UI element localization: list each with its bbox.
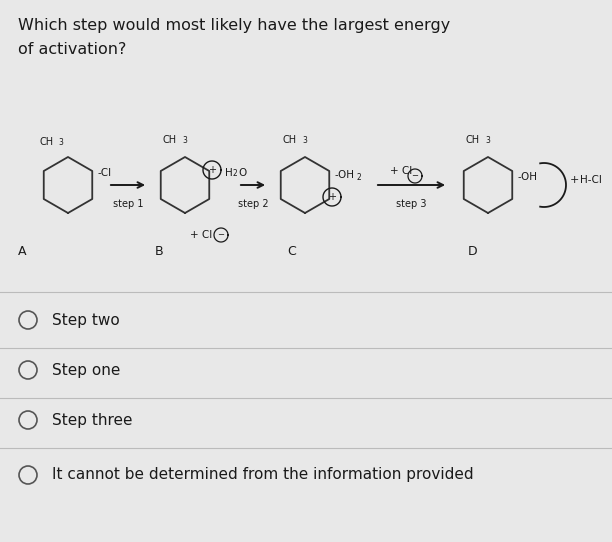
Text: 2: 2 <box>233 169 237 177</box>
Text: CH: CH <box>466 135 480 145</box>
Text: B: B <box>155 245 163 258</box>
Text: −: − <box>217 230 225 240</box>
Text: 3: 3 <box>485 136 490 145</box>
Text: 3: 3 <box>58 138 63 147</box>
Text: −: − <box>411 171 419 180</box>
Text: Step two: Step two <box>52 313 120 327</box>
Text: A: A <box>18 245 26 258</box>
Text: + Cl: + Cl <box>190 230 212 240</box>
Text: CH: CH <box>40 137 54 147</box>
Text: step 3: step 3 <box>396 199 426 209</box>
Text: Step one: Step one <box>52 363 121 377</box>
Text: Which step would most likely have the largest energy: Which step would most likely have the la… <box>18 18 450 33</box>
Text: O: O <box>238 168 246 178</box>
Text: -OH: -OH <box>518 172 538 182</box>
Text: -OH: -OH <box>335 170 355 180</box>
Text: +: + <box>570 175 580 185</box>
Text: step 2: step 2 <box>237 199 268 209</box>
Text: CH: CH <box>163 135 177 145</box>
Text: 2: 2 <box>357 172 362 182</box>
Text: H-Cl: H-Cl <box>580 175 602 185</box>
Text: C: C <box>287 245 296 258</box>
Text: -Cl: -Cl <box>98 168 112 178</box>
Text: Step three: Step three <box>52 412 133 428</box>
Text: 3: 3 <box>182 136 187 145</box>
Text: H: H <box>225 168 233 178</box>
Text: D: D <box>468 245 477 258</box>
Text: It cannot be determined from the information provided: It cannot be determined from the informa… <box>52 468 474 482</box>
Text: 3: 3 <box>302 136 307 145</box>
Text: + Cl: + Cl <box>390 166 412 176</box>
Text: of activation?: of activation? <box>18 42 126 57</box>
Text: step 1: step 1 <box>113 199 143 209</box>
Text: +: + <box>328 192 336 202</box>
Text: +: + <box>208 165 216 175</box>
Text: CH: CH <box>283 135 297 145</box>
